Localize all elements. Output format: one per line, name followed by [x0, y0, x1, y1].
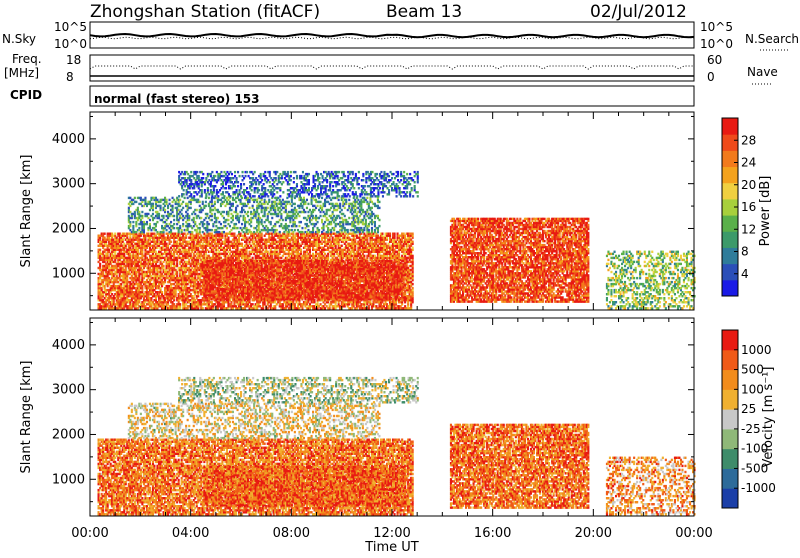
station-title: Zhongshan Station (fitACF) — [90, 2, 320, 22]
data-cell — [249, 241, 251, 243]
nsky-top-tick: 10^5 — [54, 20, 87, 34]
nave-bottom-tick: 0 — [707, 70, 715, 84]
nave-label: Nave — [747, 65, 778, 79]
data-cell — [107, 253, 109, 255]
cpid-text: normal (fast stereo) 153 — [94, 92, 260, 106]
data-cell — [233, 233, 235, 235]
data-cell — [276, 303, 278, 305]
data-cell — [161, 291, 163, 293]
freq-top-tick: 18 — [66, 53, 81, 67]
data-cell — [282, 303, 284, 305]
data-cell — [267, 251, 269, 253]
data-cell — [175, 291, 177, 293]
data-cell — [155, 251, 157, 253]
freq-bottom-tick: 8 — [66, 70, 74, 84]
data-cell — [123, 253, 125, 255]
nave-top-tick: 60 — [707, 53, 722, 67]
beam-label: Beam 13 — [386, 2, 462, 22]
data-cell — [105, 241, 107, 243]
data-cell — [99, 265, 101, 267]
data-cell — [170, 241, 172, 243]
nsky-label: N.Sky — [2, 32, 36, 46]
nsearch-top-tick: 10^5 — [700, 20, 733, 34]
data-cell — [99, 263, 101, 265]
nsearch-bottom-tick: 10^0 — [700, 37, 733, 51]
nsky-bottom-tick: 10^0 — [54, 37, 87, 51]
data-cell — [163, 265, 165, 267]
data-cell — [202, 307, 204, 309]
data-cell — [289, 241, 291, 243]
data-cell — [270, 303, 272, 305]
data-cell — [99, 249, 101, 251]
data-cell — [190, 253, 192, 255]
nsearch-label: N.Search — [745, 32, 799, 46]
data-cell — [211, 301, 213, 303]
cpid-label: CPID — [10, 88, 42, 102]
data-cell — [250, 253, 252, 255]
data-cell — [104, 233, 106, 235]
data-cell — [279, 253, 281, 255]
data-cell — [246, 241, 248, 243]
nsky-trace — [90, 34, 694, 37]
data-cell — [274, 239, 276, 241]
freq-unit-label: [MHz] — [4, 66, 39, 80]
data-cell — [114, 233, 116, 235]
data-cell — [227, 237, 229, 239]
nave-trace — [90, 66, 694, 69]
data-cell — [143, 277, 145, 279]
data-cell — [252, 257, 254, 259]
freq-strip-frame — [90, 55, 694, 81]
data-cell — [241, 243, 243, 245]
freq-label: Freq. — [12, 52, 42, 66]
data-cell — [193, 241, 195, 243]
data-cell — [173, 253, 175, 255]
data-cell — [126, 277, 128, 279]
data-cell — [179, 303, 181, 305]
data-cell — [223, 303, 225, 305]
data-cell — [300, 249, 302, 251]
date-label: 02/Jul/2012 — [590, 2, 687, 22]
data-cell — [294, 303, 296, 305]
